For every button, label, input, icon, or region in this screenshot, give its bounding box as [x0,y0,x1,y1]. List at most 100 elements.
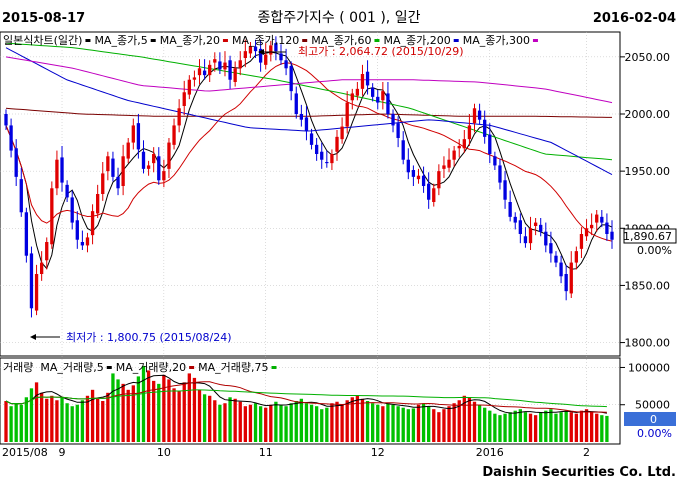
volume-bar [498,415,502,442]
volume-bar [477,404,482,442]
price-tick-label: 1800.00 [625,337,671,350]
volume-bar [264,407,268,442]
candle-body [320,151,324,160]
candle-body [391,114,395,126]
volume-bar [294,401,298,442]
candle-body [39,262,44,274]
volume-bar [167,379,171,442]
volume-bar [462,395,466,442]
volume-bar [371,403,375,442]
volume-bar [472,401,477,442]
moving-average-lines [5,42,613,270]
x-axis-label: 2015/08 [2,446,48,459]
volume-bar [503,413,507,442]
candle-body [355,88,360,96]
volume-bar [111,373,115,442]
candle-body [416,175,421,180]
volume-bar [269,404,273,442]
volume-bar [579,410,584,442]
candle-body [233,68,237,82]
vol-ma75-line [5,389,607,408]
volume-bar [421,403,426,442]
candle-body [182,92,186,106]
volume-bar [533,415,538,442]
candle-body [111,158,115,177]
candle-body [202,70,207,76]
candle-body [452,150,456,160]
volume-bar [309,404,314,442]
price-legend-label: MA_종가,120 [232,34,299,47]
volume-axis: 100000 50000 [620,361,670,412]
volume-bar [391,404,395,442]
candle-body [90,211,95,236]
candle-body [477,110,482,120]
volume-bar [182,382,186,442]
candle-body [75,220,79,240]
candle-body [498,165,502,183]
candle-body [421,175,426,186]
volume-bar [427,406,431,442]
candle-body [152,154,156,164]
volume-bar [208,395,212,442]
candle-body [365,71,370,86]
volume-bar [539,412,543,442]
candle-body [360,74,365,89]
volume-bar [65,403,69,442]
candle-body [157,156,161,181]
price-tick-label: 1950.00 [625,165,671,178]
volume-bar [299,398,304,442]
volume-bar [452,403,456,442]
candle-body [289,66,293,92]
volume-bar [335,401,339,442]
candle-body [106,156,110,172]
candle-body [345,102,349,127]
candle-body [462,139,466,149]
volume-bar [45,398,49,442]
candle-body [569,262,573,294]
volume-bar [90,389,95,442]
candle-body [371,87,375,97]
ma20-line [5,62,613,242]
candle-body [29,253,34,309]
price-legend-label: MA_종가,200 [383,34,450,47]
volume-bar [518,409,522,442]
volume-legend: 거래량 MA_거래량,5 MA_거래량,20 MA_거래량,75 [3,361,277,374]
candle-body [274,43,278,52]
volume-bar [493,413,497,442]
volume-bar [528,413,533,442]
price-legend-swatch [374,39,380,42]
volume-legend-swatch [189,366,195,369]
volume-bar [523,412,528,442]
candle-body [248,46,253,54]
candle-body [508,202,512,217]
price-legend-swatch [532,39,538,42]
candle-body [264,54,268,65]
high-annotation: 최고가 : 2,064.72 (2015/10/29) [298,45,464,58]
price-tick-label: 2050.00 [625,51,671,64]
candle-body [136,123,141,150]
candle-body [96,194,100,214]
candle-body [564,274,568,292]
candle-body [238,60,242,69]
volume-bar [386,403,390,442]
volume-bar [213,400,217,442]
volume-bar [406,409,410,442]
volume-bar [381,406,385,442]
candle-body [299,114,304,120]
candle-body [528,228,533,244]
volume-bar [350,397,354,442]
chart-end-date: 2016-02-04 [593,11,676,26]
candle-body [65,184,69,198]
candle-body [314,144,319,154]
candle-body [447,159,451,168]
candle-body [116,176,120,189]
volume-bar [101,401,105,442]
volume-bar [75,404,79,442]
candle-body [162,171,166,181]
volume-bar [437,412,441,442]
candle-body [34,274,39,311]
candle-body [253,46,258,52]
candle-body [223,62,227,70]
volume-bar [136,376,141,442]
volume-tick-label: 100000 [628,361,670,374]
